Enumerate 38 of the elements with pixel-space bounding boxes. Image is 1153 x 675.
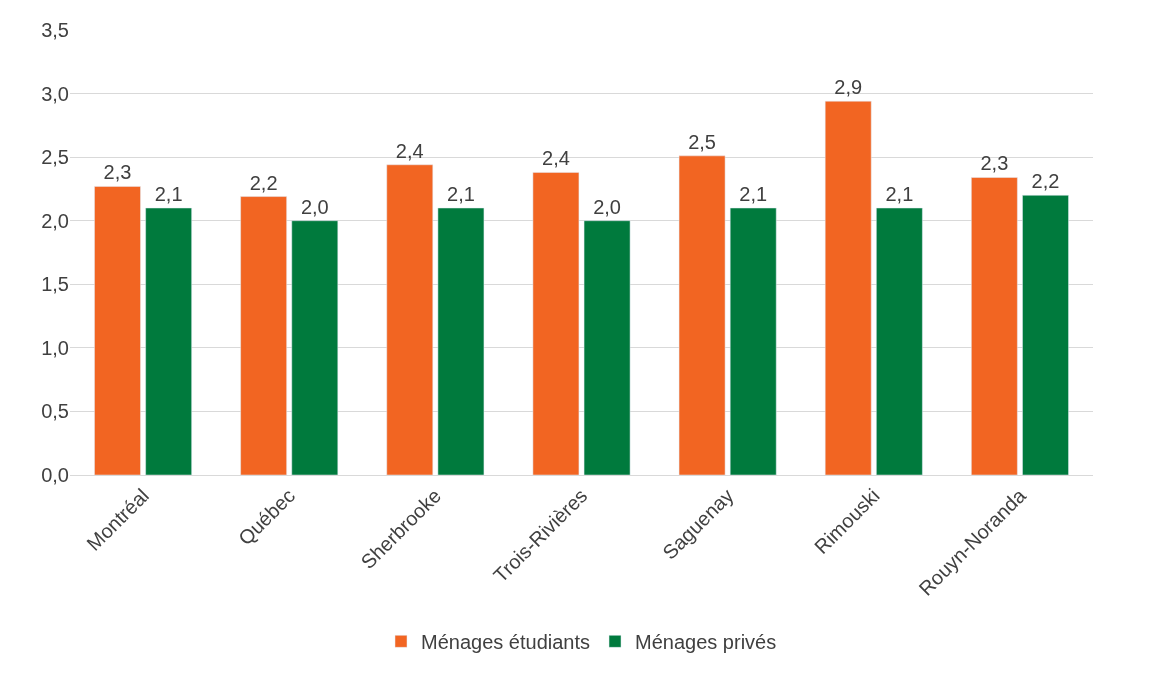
bar xyxy=(291,220,339,475)
bar xyxy=(1022,195,1069,475)
bar xyxy=(678,155,726,475)
y-tick-label: 3,5 xyxy=(41,19,69,41)
data-label: 2,5 xyxy=(688,130,716,153)
y-tick-label: 0,0 xyxy=(41,464,69,486)
y-tick-label: 0,5 xyxy=(41,400,69,423)
data-label: 2,1 xyxy=(885,183,914,205)
y-tick-label: 2,5 xyxy=(41,146,69,169)
data-label: 2,1 xyxy=(154,183,183,205)
legend-label: Ménages privés xyxy=(635,631,777,654)
bar xyxy=(437,207,485,475)
bar xyxy=(240,196,287,475)
data-label: 2,2 xyxy=(249,171,278,194)
data-label: 2,9 xyxy=(834,76,863,99)
data-label: 2,3 xyxy=(103,161,132,184)
bar xyxy=(532,172,580,475)
bar xyxy=(386,164,434,475)
data-label: 2,0 xyxy=(593,195,621,218)
bar xyxy=(876,207,923,475)
y-tick-label: 1,5 xyxy=(41,273,69,296)
bar xyxy=(824,100,872,475)
bar xyxy=(145,207,192,475)
y-tick-label: 2,0 xyxy=(41,209,69,232)
y-tick-label: 3,0 xyxy=(41,82,69,105)
y-tick-label: 1,0 xyxy=(41,336,69,359)
data-label: 2,2 xyxy=(1031,170,1060,193)
bar xyxy=(729,207,777,475)
data-label: 2,4 xyxy=(542,147,570,170)
bar xyxy=(971,177,1018,475)
data-label: 2,1 xyxy=(739,183,768,205)
data-label: 2,3 xyxy=(980,152,1009,175)
bar xyxy=(583,220,631,475)
legend-label: Ménages étudiants xyxy=(421,631,591,654)
data-label: 2,1 xyxy=(447,183,475,205)
bar xyxy=(94,186,141,475)
data-label: 2,4 xyxy=(395,139,424,162)
data-label: 2,0 xyxy=(300,195,329,218)
